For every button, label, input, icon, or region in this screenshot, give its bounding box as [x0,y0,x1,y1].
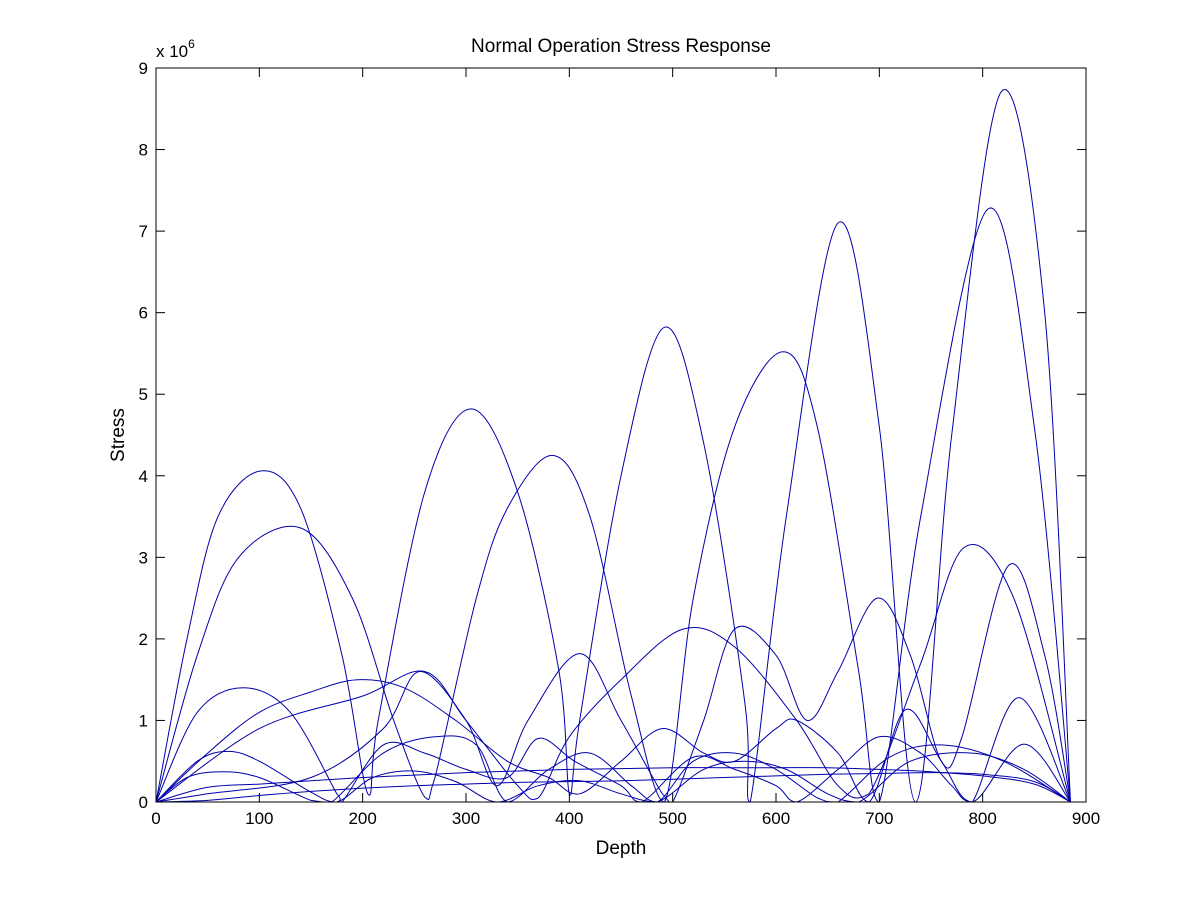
x-tick-label: 800 [968,809,996,828]
axes-box [155,67,1087,803]
y-tick-label: 4 [139,467,148,486]
y-axis-label: Stress [108,408,129,462]
y-tick-label: 5 [139,385,148,404]
x-tick-label: 0 [151,809,160,828]
series-line-4 [155,735,1071,803]
series-line-9 [155,544,1071,803]
y-multiplier-exponent: 6 [188,37,195,51]
x-tick-label: 700 [865,809,893,828]
y-tick-label: 2 [139,630,148,649]
x-tick-label: 500 [658,809,686,828]
x-tick-label: 400 [555,809,583,828]
x-tick-label: 100 [245,809,273,828]
series-layer [155,89,1071,803]
y-tick-label: 1 [139,711,148,730]
series-line-8 [155,207,1071,803]
y-tick-label: 9 [139,59,148,78]
x-tick-label: 600 [762,809,790,828]
y-multiplier: x 106 [156,37,195,61]
series-line-10 [155,563,1071,803]
series-line-5 [155,687,1071,803]
y-multiplier-base: x 10 [156,42,188,61]
y-tick-label: 6 [139,304,148,323]
x-tick-label: 900 [1072,809,1100,828]
series-line-2 [155,772,1071,803]
series-line-3 [155,750,1071,803]
series-line-7 [155,89,1071,803]
x-axis-label: Depth [596,838,647,859]
chart-title: Normal Operation Stress Response [471,36,771,57]
y-tick-label: 8 [139,141,148,160]
plot-area [156,68,1086,802]
series-line-1 [155,767,1071,803]
y-tick-label: 7 [139,222,148,241]
y-tick-label: 0 [139,793,148,812]
y-tick-label: 3 [139,548,148,567]
x-tick-label: 300 [452,809,480,828]
tick-layer: 0 100 200 300 400 500 600 700 800 900 0 1 2 3 4 5 6 7 8 9 [139,59,1101,828]
x-tick-label: 200 [348,809,376,828]
